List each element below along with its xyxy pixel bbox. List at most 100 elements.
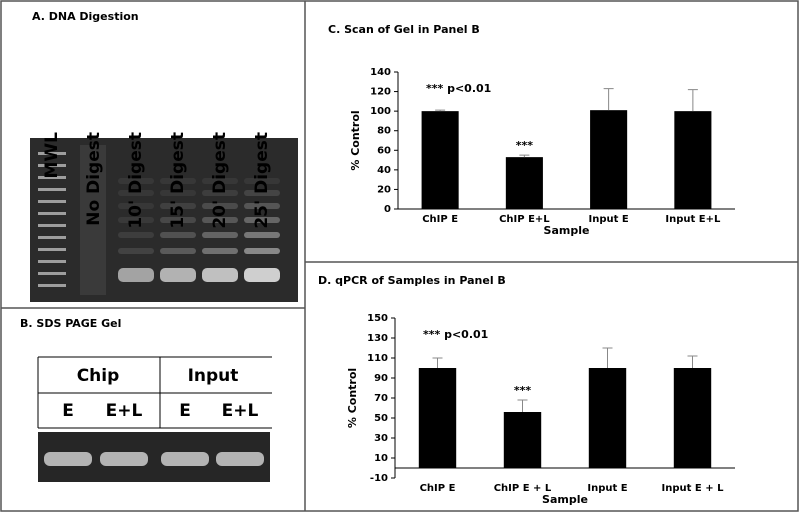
annotation: *** xyxy=(516,139,534,152)
bar xyxy=(418,368,457,468)
y-tick-label: 150 xyxy=(367,313,388,324)
ladder-band xyxy=(38,284,66,287)
annotation: *** p<0.01 xyxy=(426,82,491,95)
band xyxy=(160,203,196,209)
y-tick-label: 80 xyxy=(377,126,391,137)
error-bar xyxy=(602,347,613,368)
y-tick-label: 40 xyxy=(377,165,391,176)
band xyxy=(202,232,238,238)
band xyxy=(161,452,209,466)
band xyxy=(100,452,148,466)
band xyxy=(118,217,154,223)
error-bar xyxy=(432,357,443,368)
y-tick-label: 70 xyxy=(374,393,388,404)
error-bar xyxy=(687,89,698,112)
band xyxy=(118,268,154,282)
band xyxy=(160,268,196,282)
lane-label: No Digest xyxy=(84,132,104,226)
ladder-band xyxy=(38,212,66,215)
ladder-band xyxy=(38,200,66,203)
annotation: *** xyxy=(514,384,532,397)
band xyxy=(160,248,196,254)
band xyxy=(160,217,196,223)
bar xyxy=(421,111,459,209)
x-tick-label: Input E + L xyxy=(662,483,725,494)
lane-label: E+L xyxy=(106,401,143,421)
band xyxy=(118,178,154,184)
band xyxy=(118,232,154,238)
y-tick-label: 0 xyxy=(384,204,391,215)
lane-label: 10' Digest xyxy=(126,132,146,229)
y-axis-label: % Control xyxy=(346,368,359,428)
lane-label: 25' Digest xyxy=(252,132,272,229)
band xyxy=(244,190,280,196)
y-tick-label: 90 xyxy=(374,373,388,384)
ladder-band xyxy=(38,152,66,155)
band xyxy=(244,232,280,238)
y-tick-label: 10 xyxy=(374,453,388,464)
bar xyxy=(505,157,543,209)
error-bar xyxy=(603,88,614,111)
x-axis-label: Sample xyxy=(544,224,590,237)
error-bar xyxy=(517,399,528,412)
band xyxy=(118,190,154,196)
band xyxy=(202,248,238,254)
error-bar xyxy=(687,355,698,368)
lane-label: E xyxy=(62,401,74,421)
band xyxy=(202,190,238,196)
panel-title: B. SDS PAGE Gel xyxy=(20,317,121,330)
gel-bands xyxy=(38,145,280,295)
group-label: Input xyxy=(188,366,239,386)
ladder-band xyxy=(38,236,66,239)
band xyxy=(244,268,280,282)
lane-labels: MWL No Digest 10' Digest 15' Digest 20' Dige… xyxy=(42,132,272,229)
x-axis-label: Sample xyxy=(542,493,588,506)
bar xyxy=(673,368,712,468)
annotation: *** p<0.01 xyxy=(423,328,488,341)
ladder-band xyxy=(38,188,66,191)
band xyxy=(160,232,196,238)
y-tick-label: 140 xyxy=(370,67,391,78)
band xyxy=(216,452,264,466)
ladder-band xyxy=(38,164,66,167)
y-tick-label: 120 xyxy=(370,87,391,98)
ladder-band xyxy=(38,272,66,275)
ladder-band xyxy=(38,248,66,251)
x-tick-label: ChIP E xyxy=(422,214,458,225)
y-tick-label: -10 xyxy=(370,473,388,484)
group-label: Chip xyxy=(77,366,120,386)
ladder-band xyxy=(38,176,66,179)
lane-labels: E E+L E E+L xyxy=(44,401,264,466)
band xyxy=(118,203,154,209)
band xyxy=(244,203,280,209)
band xyxy=(202,178,238,184)
y-axis-label: % Control xyxy=(349,110,362,170)
x-tick-label: ChIP E xyxy=(420,483,456,494)
band xyxy=(118,248,154,254)
band xyxy=(244,217,280,223)
x-tick-label: Input E xyxy=(587,483,627,494)
band xyxy=(244,178,280,184)
y-tick-label: 100 xyxy=(370,106,391,117)
lane-label: E xyxy=(179,401,191,421)
chart-title: D. qPCR of Samples in Panel B xyxy=(318,274,506,287)
y-tick-label: 20 xyxy=(377,184,391,195)
band xyxy=(244,248,280,254)
lane-label: MWL xyxy=(42,132,62,179)
gel-table xyxy=(37,356,272,429)
ladder-band xyxy=(38,260,66,263)
y-tick-label: 30 xyxy=(374,433,388,444)
band xyxy=(160,178,196,184)
band xyxy=(202,203,238,209)
band xyxy=(44,452,92,466)
x-tick-label: Input E+L xyxy=(665,214,721,225)
bar xyxy=(590,110,628,209)
y-tick-label: 60 xyxy=(377,145,391,156)
band xyxy=(160,190,196,196)
error-bar xyxy=(435,109,446,112)
ladder-band xyxy=(38,224,66,227)
bar xyxy=(588,368,627,468)
bar xyxy=(503,412,542,468)
x-tick-label: Input E xyxy=(589,214,629,225)
